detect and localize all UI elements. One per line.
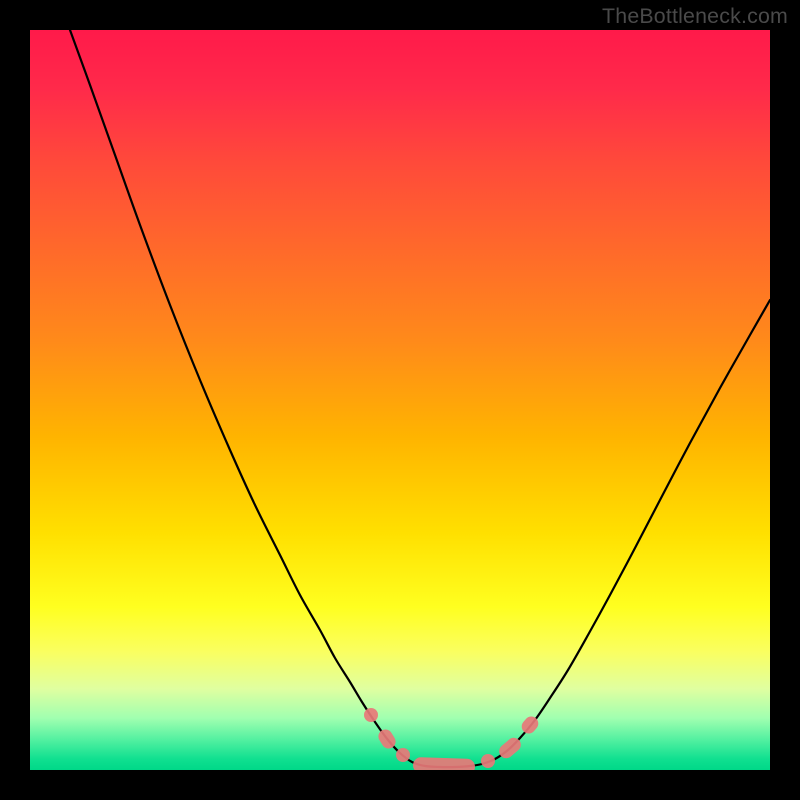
watermark-text: TheBottleneck.com xyxy=(602,4,788,29)
outer-frame: TheBottleneck.com xyxy=(0,0,800,800)
plot-area xyxy=(30,30,770,770)
gradient-background xyxy=(30,30,770,770)
